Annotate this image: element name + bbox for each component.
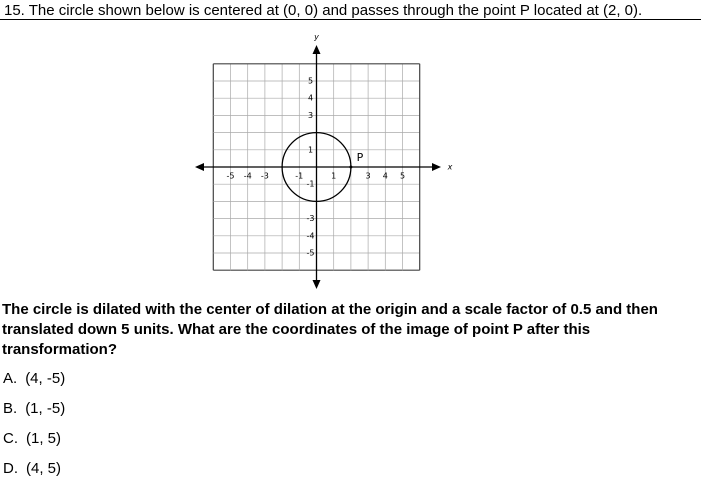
arrow xyxy=(312,280,321,289)
option-letter: A. xyxy=(3,370,18,387)
option-letter: D. xyxy=(3,460,18,477)
y-tick-label: -1 xyxy=(307,180,315,189)
y-tick-label: -3 xyxy=(307,214,315,223)
option-letter: B. xyxy=(3,400,18,417)
x-tick-label: 3 xyxy=(366,172,371,181)
arrow xyxy=(312,45,321,54)
y-tick-label: -4 xyxy=(307,231,315,240)
y-axis-label: y xyxy=(313,33,319,42)
x-axis-label: x xyxy=(447,163,453,172)
y-tick-label: 5 xyxy=(308,77,313,86)
y-tick-label: 4 xyxy=(308,94,313,103)
option-text: (1, -5) xyxy=(25,400,66,417)
option[interactable]: C. (1, 5) xyxy=(3,430,61,447)
x-tick-label: 1 xyxy=(331,172,336,181)
x-tick-label: -3 xyxy=(261,172,269,181)
x-tick-label: 5 xyxy=(400,172,405,181)
x-tick-label: -5 xyxy=(227,172,235,181)
option-text: (1, 5) xyxy=(26,430,62,447)
option-text: (4, 5) xyxy=(26,460,62,477)
point xyxy=(349,165,353,169)
coordinate-plane: x y P -5 -4 -3 -1 1 3 4 5 5 4 3 1 -1 -3 -4 -5 xyxy=(195,33,453,289)
option-text: (4, -5) xyxy=(25,370,66,387)
divider xyxy=(0,19,701,20)
x-tick-label: -4 xyxy=(244,172,252,181)
arrow xyxy=(195,163,204,171)
option[interactable]: A. (4, -5) xyxy=(3,370,65,387)
question-number: 15. xyxy=(4,2,25,19)
option-letter: C. xyxy=(3,430,18,447)
x-tick-label: 4 xyxy=(383,172,388,181)
point-label: P xyxy=(357,151,364,164)
y-tick-label: 1 xyxy=(308,145,313,154)
question: 15. The circle shown below is centered a… xyxy=(4,2,642,19)
question-text: The circle shown below is centered at (0… xyxy=(28,2,643,19)
x-tick-label: -1 xyxy=(295,172,303,181)
y-tick-label: -5 xyxy=(307,249,315,258)
prompt: The circle is dilated with the center of… xyxy=(2,301,658,358)
y-tick-label: 3 xyxy=(308,111,313,120)
option[interactable]: D. (4, 5) xyxy=(3,460,61,477)
arrow xyxy=(432,163,441,171)
option[interactable]: B. (1, -5) xyxy=(3,400,65,417)
